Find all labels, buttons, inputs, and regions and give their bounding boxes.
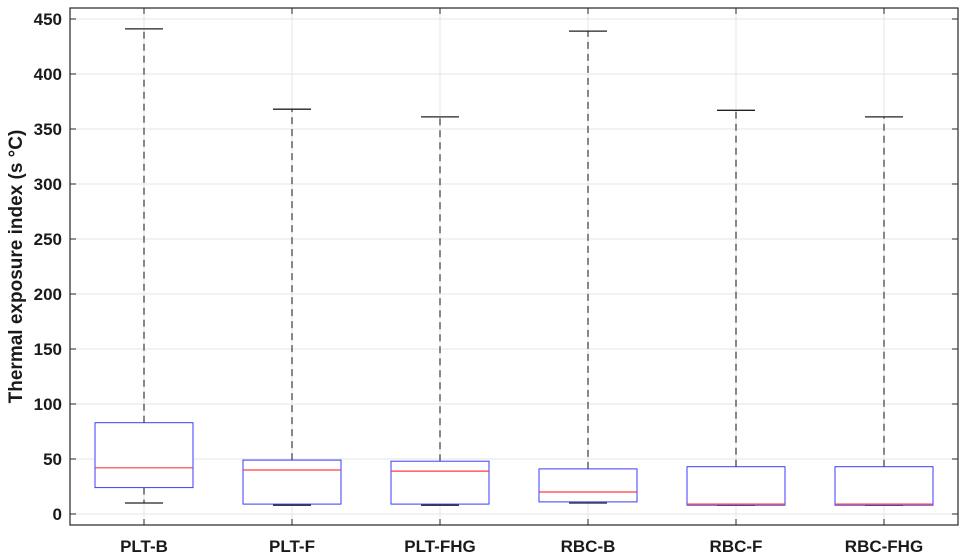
x-tick-label: RBC-FHG	[845, 537, 923, 556]
iqr-box	[94, 422, 194, 489]
box-plt-fhg	[390, 116, 490, 506]
x-tick-label: PLT-B	[120, 537, 168, 556]
grid-lines	[70, 8, 958, 525]
box-plots	[94, 28, 934, 506]
y-axis-label: Thermal exposure index (s °C)	[6, 130, 27, 404]
iqr-box	[538, 468, 638, 503]
y-tick-label: 450	[34, 10, 62, 29]
plot-frame	[69, 7, 959, 526]
y-tick-label: 50	[43, 450, 62, 469]
y-tick-label: 350	[34, 120, 62, 139]
x-tick-label: PLT-F	[269, 537, 315, 556]
x-tick-label: RBC-B	[561, 537, 616, 556]
y-tick-label: 250	[34, 230, 62, 249]
box-rbc-b	[538, 30, 638, 504]
y-tick-label: 150	[34, 340, 62, 359]
iqr-box	[686, 466, 786, 506]
y-tick-label: 100	[34, 395, 62, 414]
y-tick-label: 400	[34, 65, 62, 84]
box-rbc-f	[686, 109, 786, 506]
x-tick-label: PLT-FHG	[404, 537, 475, 556]
iqr-box	[242, 459, 342, 505]
x-tick-label: RBC-F	[710, 537, 763, 556]
iqr-box	[834, 466, 934, 506]
box-plt-f	[242, 108, 342, 506]
y-tick-label: 300	[34, 175, 62, 194]
y-tick-label: 200	[34, 285, 62, 304]
box-plt-b	[94, 28, 194, 504]
box-rbc-fhg	[834, 116, 934, 506]
iqr-box	[390, 460, 490, 505]
y-tick-label: 0	[53, 505, 62, 524]
axes: 0 50 100 150 200 250 300 350 400 450 PLT-B PLT-F PLT…	[34, 7, 959, 556]
